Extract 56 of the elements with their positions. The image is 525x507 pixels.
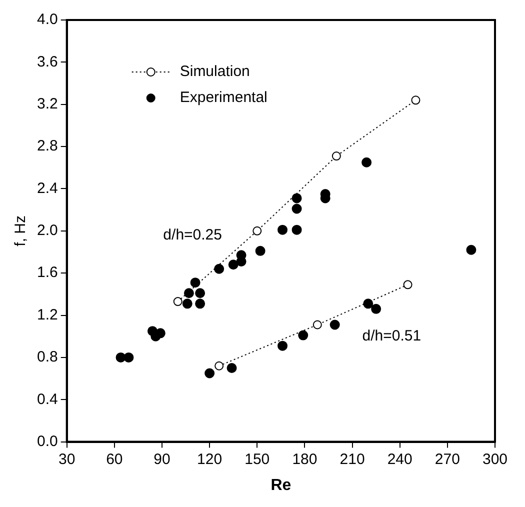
annotation: d/h=0.51 [362, 327, 422, 344]
point [195, 288, 206, 298]
point [255, 246, 266, 256]
x-tick-label: 210 [340, 450, 365, 468]
x-tick-label: 60 [106, 450, 123, 468]
point [228, 260, 238, 270]
point [173, 297, 182, 306]
point [362, 157, 372, 168]
x-tick-label: 240 [387, 450, 412, 468]
x-tick-label: 180 [292, 450, 318, 468]
point [292, 204, 302, 214]
x-tick-label: 150 [244, 450, 270, 468]
point [292, 224, 302, 235]
y-tick-label: 0.8 [36, 348, 58, 366]
point [204, 368, 215, 378]
x-tick-label: 30 [58, 450, 76, 468]
point [292, 193, 302, 204]
y-tick-label: 1.2 [36, 306, 58, 324]
point [190, 278, 200, 288]
legend-label: Simulation [180, 63, 250, 80]
x-tick-label: 90 [154, 450, 170, 468]
point [298, 330, 308, 340]
x-tick-label: 120 [197, 450, 222, 468]
y-tick-label: 4.0 [36, 11, 58, 28]
y-tick-label: 3.2 [36, 96, 58, 112]
x-tick-label: 300 [482, 450, 508, 468]
annotation: d/h=0.25 [163, 226, 222, 244]
point [363, 298, 374, 309]
point [371, 304, 382, 314]
point [195, 298, 206, 309]
point [278, 224, 288, 235]
point [214, 361, 224, 370]
y-tick-label: 0.4 [36, 390, 58, 408]
point [182, 298, 192, 309]
point [403, 280, 412, 290]
point [214, 264, 224, 274]
point [332, 152, 341, 161]
y-tick-label: 0.0 [36, 432, 58, 450]
x-axis-title: Re [270, 476, 292, 494]
point [252, 226, 262, 236]
y-tick-label: 2.4 [36, 180, 58, 197]
point [124, 352, 134, 362]
legend-label: Experimental [180, 89, 268, 106]
point [330, 320, 340, 330]
x-tick-label: 270 [434, 450, 460, 468]
point [278, 340, 288, 351]
point [312, 320, 322, 330]
y-axis-title: f, Hz [12, 215, 30, 246]
point [466, 244, 476, 255]
y-tick-label: 1.6 [36, 264, 58, 282]
y-tick-label: 2.0 [36, 222, 58, 240]
point [411, 96, 420, 105]
y-tick-label: 2.8 [36, 138, 58, 155]
y-tick-label: 3.6 [36, 53, 58, 70]
point [226, 362, 237, 373]
point [184, 288, 194, 298]
